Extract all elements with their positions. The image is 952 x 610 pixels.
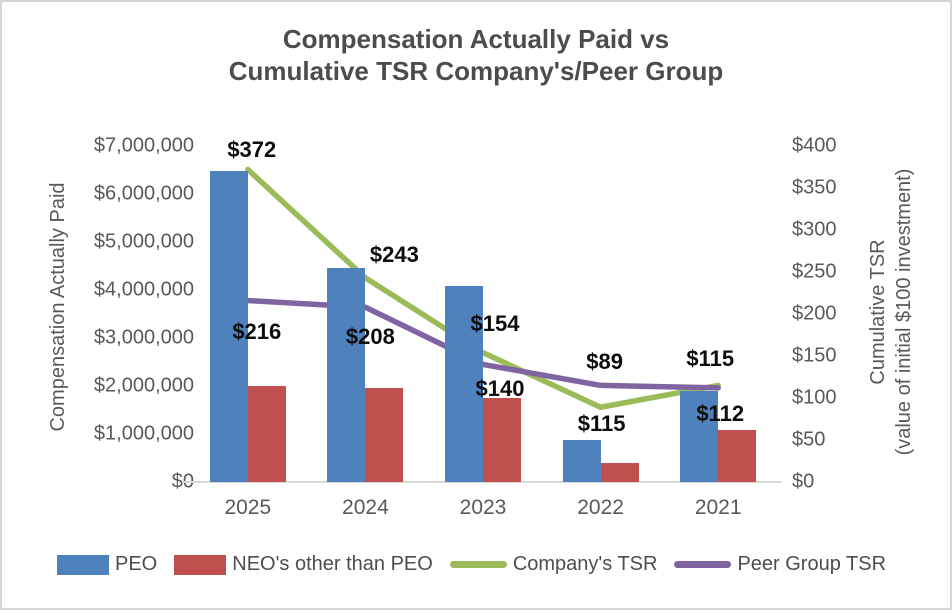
x-axis-line	[182, 481, 782, 483]
bar-neo-s-other-than-peo-2025	[247, 385, 286, 482]
left-axis-tick-label: $3,000,000	[93, 326, 194, 349]
bar-peo-2023	[445, 285, 483, 482]
data-label-peer-group-tsr-2025: $216	[232, 318, 282, 344]
data-label-company-s-tsr-2025: $372	[227, 136, 277, 162]
bar-peo-2024	[327, 268, 366, 482]
right-axis-tick-label: $200	[792, 302, 837, 325]
x-axis-label-2025: 2025	[224, 496, 272, 519]
x-axis-label-2022: 2022	[577, 496, 624, 519]
right-axis-tick-label: $50	[792, 428, 826, 451]
x-axis-label-2023: 2023	[459, 496, 507, 519]
right-axis-tick-label: $0	[792, 470, 815, 493]
data-label-peer-group-tsr-2024: $208	[345, 324, 395, 350]
left-axis-tick-label: $2,000,000	[93, 374, 194, 397]
data-label-company-s-tsr-2023: $154	[470, 310, 520, 336]
chart-title-line1: Compensation Actually Paid vs	[282, 24, 670, 54]
bar-neo-s-other-than-peo-2024	[365, 388, 404, 482]
right-axis-tick-label: $300	[792, 218, 837, 241]
legend-item-company-s-tsr: Company's TSR	[449, 553, 658, 576]
bar-peo-2025	[209, 170, 248, 482]
left-axis-tick-label: $1,000,000	[93, 422, 194, 445]
data-label-company-s-tsr-2021: $115	[686, 346, 735, 372]
right-axis-tick-label: $150	[792, 344, 837, 367]
right-axis-title-line2: (value of initial $100 investment)	[893, 168, 915, 456]
bar-peo-2022	[562, 440, 601, 482]
right-axis-tick-label: $350	[792, 176, 837, 199]
chart-title-line2: Cumulative TSR Company's/Peer Group	[228, 55, 724, 86]
data-label-company-s-tsr-2022: $89	[586, 349, 623, 375]
legend-label-neo-s-other-than-peo: NEO's other than PEO	[232, 553, 433, 575]
bar-neo-s-other-than-peo-2023	[483, 398, 521, 482]
left-axis-tick-label: $5,000,000	[93, 230, 194, 253]
right-axis-tick-label: $400	[792, 134, 837, 157]
bar-peo-2021	[680, 390, 719, 482]
legend-item-neo-s-other-than-peo: NEO's other than PEO	[174, 553, 433, 576]
right-axis-title-line1: Cumulative TSR	[867, 239, 889, 385]
right-axis-title: Cumulative TSR (value of initial $100 in…	[865, 169, 917, 456]
legend-swatch-company-s-tsr	[449, 561, 507, 568]
x-axis-label-2021: 2021	[694, 496, 742, 519]
bar-neo-s-other-than-peo-2022	[600, 462, 639, 482]
legend-label-peo: PEO	[115, 553, 158, 575]
legend-label-company-s-tsr: Company's TSR	[512, 553, 658, 575]
data-label-peer-group-tsr-2023: $140	[475, 376, 525, 402]
line-series-layer	[245, 166, 721, 410]
legend-item-peo: PEO	[57, 553, 157, 576]
x-axis-label-2024: 2024	[342, 496, 389, 519]
data-label-peer-group-tsr-2021: $112	[696, 400, 745, 426]
left-axis-tick-label: $6,000,000	[93, 182, 194, 205]
legend-item-peer-group-tsr: Peer Group TSR	[674, 553, 886, 576]
data-label-company-s-tsr-2024: $243	[369, 241, 419, 267]
bar-neo-s-other-than-peo-2021	[718, 429, 757, 482]
right-axis-tick-label: $100	[792, 386, 837, 409]
line-peer-group-tsr	[245, 297, 721, 391]
legend-swatch-neo-s-other-than-peo	[174, 554, 227, 575]
legend: PEO NEO's other than PEO Company's TSR Peer…	[57, 553, 886, 576]
left-axis-tick-label: $0	[171, 470, 194, 493]
left-axis-tick-label: $7,000,000	[93, 134, 194, 157]
right-axis-tick-label: $250	[792, 260, 837, 283]
data-label-peer-group-tsr-2022: $115	[577, 411, 626, 437]
legend-label-peer-group-tsr: Peer Group TSR	[737, 553, 887, 575]
plot-area: $372 $243 $154 $89 $115 $216 $208 $140 $115 $112	[189, 137, 777, 482]
left-axis-tick-label: $4,000,000	[93, 278, 194, 301]
chart-title: Compensation Actually Paid vs Cumulative…	[2, 24, 950, 87]
legend-swatch-peer-group-tsr	[674, 561, 732, 568]
legend-swatch-peo	[57, 554, 109, 575]
line-company-s-tsr	[245, 166, 721, 410]
